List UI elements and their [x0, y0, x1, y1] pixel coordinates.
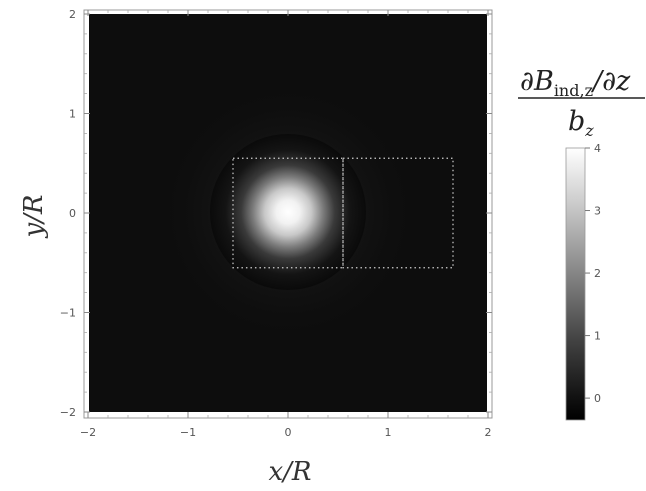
- colorbar-tick-label: 0: [594, 392, 601, 405]
- svg-text:bz: bz: [568, 106, 594, 140]
- y-tick-label: −2: [60, 406, 76, 419]
- x-tick-label: −1: [180, 426, 196, 439]
- x-axis-title: x/R: [269, 457, 312, 487]
- dotted-box: [232, 157, 344, 269]
- x-tick-label: −2: [80, 426, 96, 439]
- y-tick-label: 0: [69, 207, 76, 220]
- colorbar-label-denominator: b: [568, 106, 585, 137]
- y-tick-label: −1: [60, 307, 76, 320]
- x-tick-label: 2: [485, 426, 492, 439]
- colorbar-tick-label: 4: [594, 142, 601, 155]
- colorbar-label-numerator-tail: /∂z: [590, 66, 631, 97]
- colorbar-label-numerator: ∂B: [520, 66, 554, 97]
- colorbar-ticks: 0 1 2 3 4: [585, 142, 601, 405]
- colorbar-label-numerator-sub: ind,z: [554, 81, 593, 100]
- y-axis-title: y/R: [19, 194, 49, 238]
- y-axis-ticks: −2 −1 0 1 2: [60, 8, 492, 419]
- dotted-boxes: [232, 157, 454, 269]
- colorbar-label: ∂Bind,z/∂z bz: [518, 66, 645, 140]
- x-axis-ticks: −2 −1 0 1 2: [80, 10, 492, 439]
- colorbar-label-denominator-sub: z: [584, 121, 594, 140]
- svg-text:∂Bind,z/∂z: ∂Bind,z/∂z: [520, 66, 631, 100]
- colorbar-tick-label: 1: [594, 330, 601, 343]
- y-tick-label: 1: [69, 108, 76, 121]
- colorbar: [565, 147, 586, 421]
- colorbar-tick-label: 2: [594, 267, 601, 280]
- dotted-box: [342, 157, 454, 269]
- heatmap-peak: [210, 134, 366, 290]
- x-tick-label: 0: [285, 426, 292, 439]
- x-tick-label: 1: [385, 426, 392, 439]
- y-tick-label: 2: [69, 8, 76, 21]
- colorbar-tick-label: 3: [594, 205, 601, 218]
